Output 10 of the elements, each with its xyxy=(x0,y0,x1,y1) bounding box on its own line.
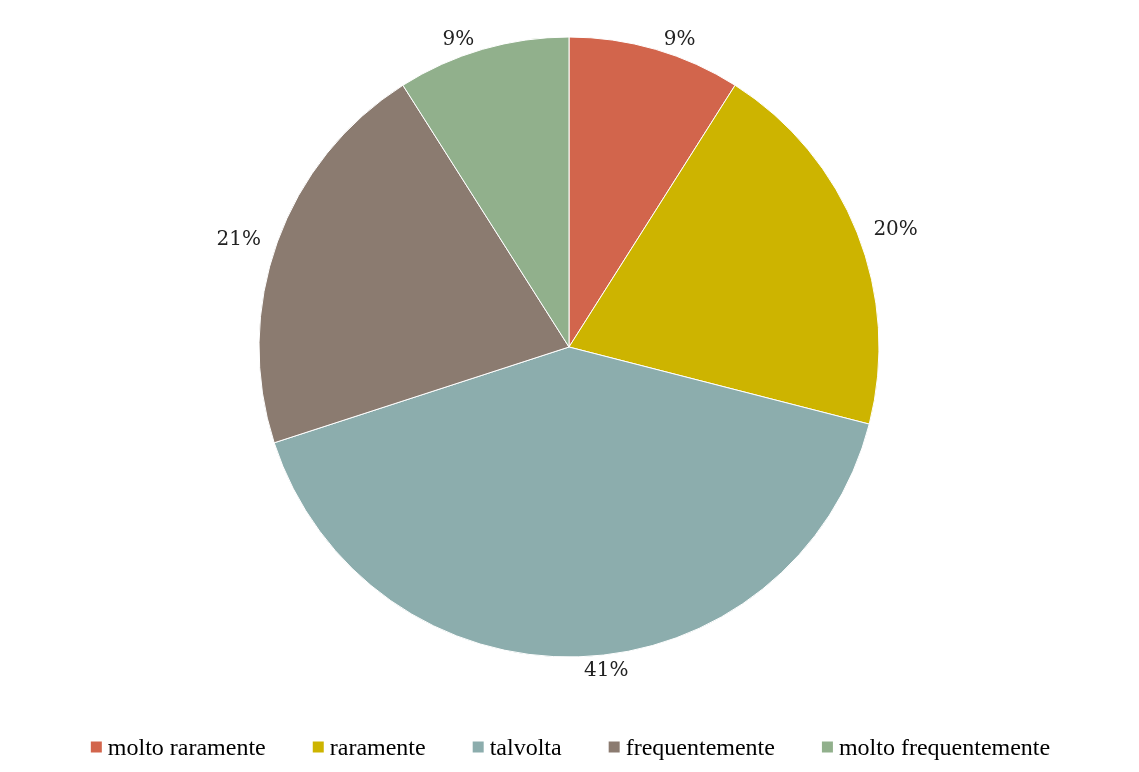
data-label: 9% xyxy=(442,25,475,50)
data-label: 41% xyxy=(584,656,629,681)
legend-label: molto raramente xyxy=(107,734,266,760)
legend-label: frequentemente xyxy=(625,734,775,760)
legend-label: talvolta xyxy=(489,734,563,760)
legend-label: molto frequentemente xyxy=(838,734,1051,760)
data-label: 9% xyxy=(663,25,696,50)
legend-label: raramente xyxy=(329,734,426,760)
data-label: 21% xyxy=(216,225,262,250)
data-label: 20% xyxy=(873,216,918,241)
